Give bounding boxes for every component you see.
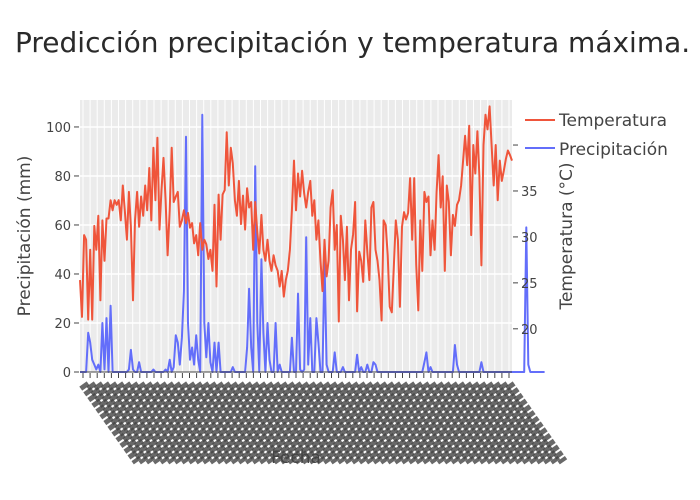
- x-tick-label: [491, 381, 553, 465]
- x-tick-label: [384, 381, 447, 465]
- legend-item-precipitacion[interactable]: Precipitación: [525, 140, 668, 160]
- legend: Temperatura Precipitación: [525, 111, 668, 160]
- y-tick-label: 0: [63, 366, 71, 381]
- x-tick-label: [185, 381, 248, 465]
- x-tick-label: [278, 381, 340, 465]
- x-tick-label: [462, 381, 525, 465]
- x-tick-label: [320, 381, 383, 465]
- x-tick-label: [391, 381, 454, 465]
- y-tick-label: 40: [54, 268, 71, 283]
- x-tick-label: [313, 381, 376, 465]
- x-tick-label: [420, 381, 482, 465]
- x-tick-label: [441, 381, 504, 465]
- y2-tick-label: 25: [521, 277, 538, 292]
- x-tick-label: [434, 381, 497, 465]
- x-tick-label: [363, 381, 426, 465]
- x-tick-label: [178, 381, 241, 465]
- x-tick-label: [256, 381, 319, 465]
- x-tick-label: [377, 381, 440, 465]
- chart-title: Predicción precipitación y temperatura m…: [15, 26, 690, 59]
- y2-tick-label: 35: [521, 185, 538, 200]
- x-tick-label: [207, 381, 269, 465]
- x-tick-label: [228, 381, 291, 465]
- x-tick-label: [86, 381, 149, 465]
- x-axis-tick-labels: [79, 381, 568, 465]
- y-axis-ticks: 0 20 40 60 80 100: [46, 121, 512, 381]
- x-grid: [82, 100, 510, 372]
- temperatura-line: [79, 105, 513, 323]
- x-tick-label: [171, 381, 234, 465]
- x-tick-label: [398, 381, 461, 465]
- x-tick-label: [136, 381, 198, 465]
- y2-axis-ticks: 20 25 30 35: [513, 144, 538, 338]
- x-tick-label: [476, 381, 539, 465]
- y-tick-label: 100: [46, 121, 71, 136]
- series-temperatura: [79, 105, 513, 323]
- x-tick-label: [121, 381, 184, 465]
- y2-tick-label: 20: [521, 323, 538, 338]
- x-tick-label: [292, 381, 355, 465]
- x-tick-label: [484, 381, 546, 465]
- x-tick-label: [157, 381, 220, 465]
- x-tick-label: [200, 381, 262, 465]
- x-tick-label: [79, 381, 142, 465]
- y-tick-label: 20: [54, 317, 71, 332]
- x-tick-label: [285, 381, 348, 465]
- x-tick-label: [107, 381, 170, 465]
- x-axis-title: Fecha: [271, 448, 321, 468]
- x-tick-label: [164, 381, 227, 465]
- x-tick-label: [370, 381, 433, 465]
- x-tick-label: [93, 381, 156, 465]
- x-tick-label: [505, 381, 568, 465]
- legend-label-precipitacion: Precipitación: [559, 140, 668, 160]
- x-tick-label: [129, 381, 191, 465]
- y2-tick-label: 30: [521, 231, 538, 246]
- x-tick-label: [455, 381, 518, 465]
- x-tick-label: [306, 381, 369, 465]
- x-tick-label: [263, 381, 326, 465]
- x-tick-label: [235, 381, 298, 465]
- legend-label-temperatura: Temperatura: [558, 111, 667, 131]
- x-axis-ticks: [82, 373, 510, 378]
- x-tick-label: [498, 381, 561, 465]
- x-tick-label: [448, 381, 511, 465]
- y2-axis-title: Temperatura (°C): [557, 162, 577, 310]
- y-tick-label: 80: [54, 170, 71, 185]
- x-tick-label: [299, 381, 362, 465]
- x-tick-label: [327, 381, 390, 465]
- x-tick-label: [221, 381, 284, 465]
- x-tick-label: [249, 381, 312, 465]
- x-tick-label: [242, 381, 305, 465]
- legend-item-temperatura[interactable]: Temperatura: [525, 111, 667, 131]
- x-tick-label: [469, 381, 532, 465]
- x-tick-label: [349, 381, 411, 465]
- x-tick-label: [413, 381, 475, 465]
- x-tick-label: [356, 381, 419, 465]
- x-tick-label: [192, 381, 255, 465]
- x-tick-label: [214, 381, 277, 465]
- x-tick-label: [100, 381, 163, 465]
- x-tick-label: [342, 381, 404, 465]
- x-tick-label: [150, 381, 213, 465]
- x-tick-label: [405, 381, 468, 465]
- x-tick-label: [271, 381, 333, 465]
- y-axis-title: Precipitación (mm): [15, 156, 35, 317]
- x-tick-label: [143, 381, 206, 465]
- x-tick-label: [114, 381, 177, 465]
- x-tick-label: [334, 381, 397, 465]
- y-tick-label: 60: [54, 219, 71, 234]
- y-grid: [80, 126, 512, 324]
- x-tick-label: [427, 381, 490, 465]
